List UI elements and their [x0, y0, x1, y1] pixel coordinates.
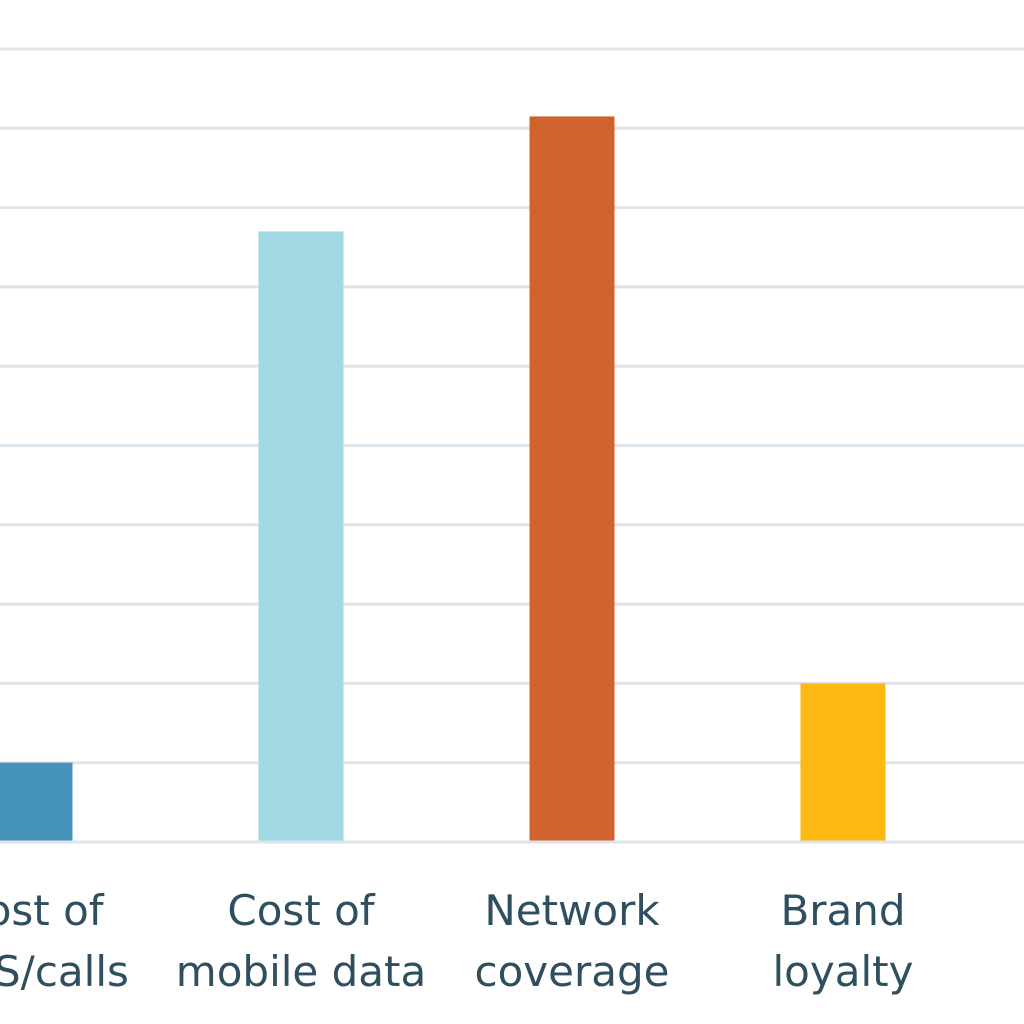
- category-label-line: Cost of: [227, 886, 375, 935]
- category-labels: Cost of SMS/calls Cost of mobile data Networ…: [0, 886, 913, 996]
- bars: [0, 116, 886, 842]
- bar-brand-loyalty: [800, 683, 886, 842]
- category-label: Cost of mobile data: [176, 886, 426, 996]
- bar-cost-of-sms-calls: [0, 762, 73, 842]
- category-label: Cost of SMS/calls: [0, 886, 129, 996]
- category-label-line: coverage: [475, 947, 670, 996]
- category-label-line: loyalty: [773, 947, 914, 996]
- category-label: Brand loyalty: [773, 886, 914, 996]
- category-label-line: mobile data: [176, 947, 426, 996]
- category-label-line: SMS/calls: [0, 947, 129, 996]
- category-label: Network coverage: [475, 886, 670, 996]
- category-label-line: Brand: [780, 886, 905, 935]
- category-label-line: Network: [484, 886, 660, 935]
- bar-network-coverage: [529, 116, 615, 842]
- gridlines: [0, 47, 1024, 765]
- category-label-line: Cost of: [0, 886, 105, 935]
- bar-cost-of-mobile-data: [258, 231, 344, 842]
